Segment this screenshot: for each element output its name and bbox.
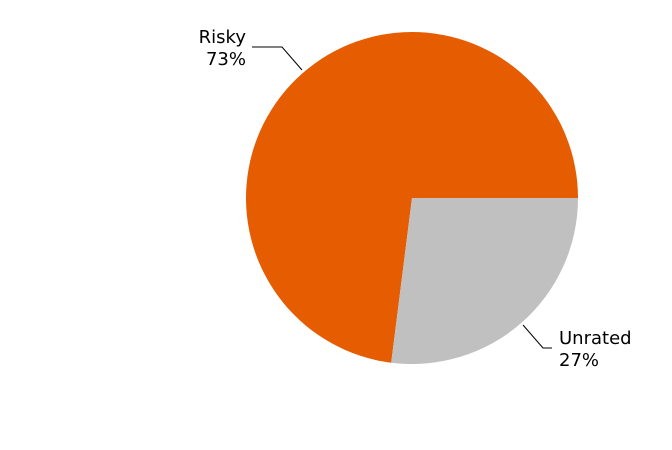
leader-line-risky: [252, 46, 303, 71]
slice-label-unrated: Unrated: [559, 328, 632, 349]
slice-value-unrated: 27%: [559, 350, 599, 371]
slice-value-risky: 73%: [206, 49, 246, 70]
pie-slice-unrated: [391, 198, 578, 364]
pie-slice-risky: [245, 31, 578, 363]
leader-line-unrated: [522, 324, 552, 349]
slice-label-risky: Risky: [199, 27, 247, 48]
pie-slices: [245, 31, 578, 364]
